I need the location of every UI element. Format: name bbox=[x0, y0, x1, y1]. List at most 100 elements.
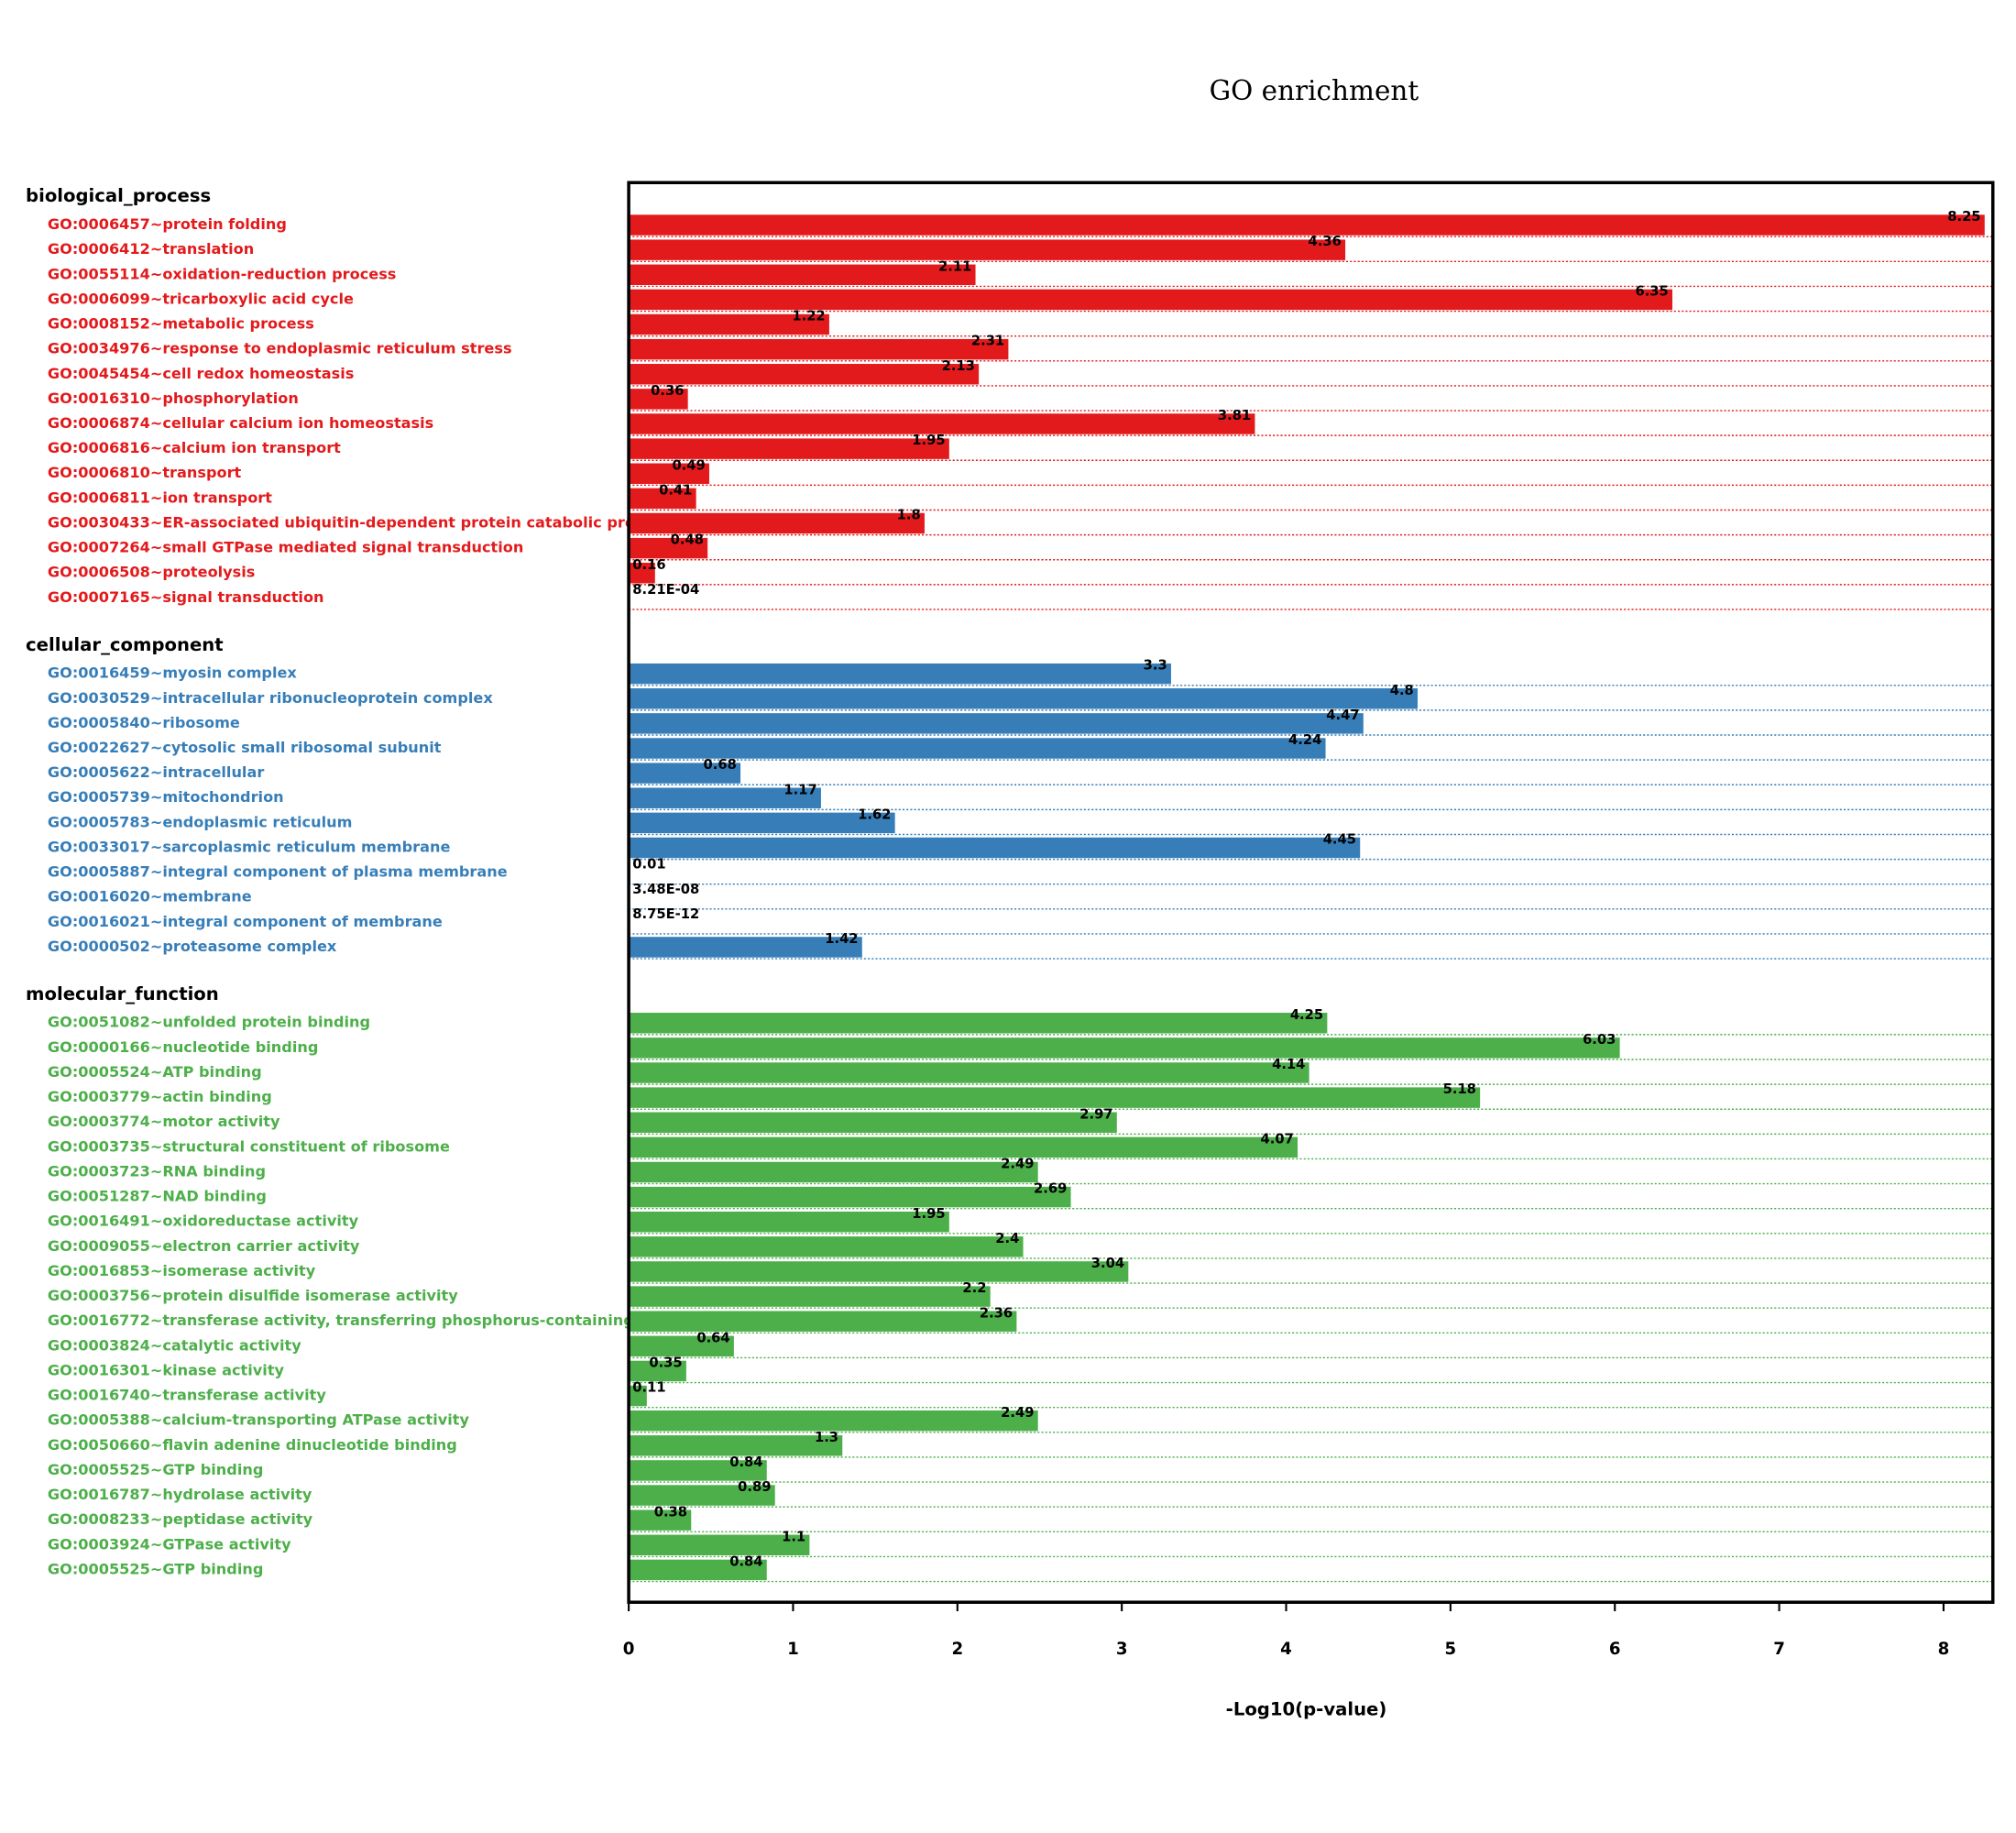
value-label: 4.8 bbox=[1390, 683, 1414, 698]
value-label: 0.16 bbox=[632, 557, 665, 573]
x-tick-label: 8 bbox=[1938, 1640, 1950, 1659]
value-label: 8.21E-04 bbox=[632, 582, 699, 598]
bar bbox=[629, 787, 821, 808]
bar bbox=[629, 1485, 775, 1506]
category-label: GO:0005840~ribosome bbox=[48, 714, 240, 731]
value-label: 6.03 bbox=[1583, 1032, 1616, 1048]
value-label: 3.04 bbox=[1091, 1256, 1124, 1271]
value-label: 3.48E-08 bbox=[632, 882, 699, 897]
value-label: 4.07 bbox=[1261, 1131, 1294, 1147]
value-label: 2.11 bbox=[938, 258, 971, 274]
bar bbox=[629, 338, 1009, 360]
category-label: GO:0003924~GTPase activity bbox=[48, 1535, 291, 1553]
category-label: GO:0016021~integral component of membran… bbox=[48, 913, 443, 930]
bar bbox=[629, 1360, 686, 1382]
bar bbox=[629, 1186, 1071, 1208]
bar bbox=[629, 264, 976, 286]
category-label: GO:0006816~calcium ion transport bbox=[48, 439, 341, 456]
category-label: GO:0005887~integral component of plasma … bbox=[48, 863, 508, 881]
bar bbox=[629, 512, 925, 534]
value-label: 3.3 bbox=[1144, 658, 1167, 674]
category-label: GO:0051287~NAD binding bbox=[48, 1188, 267, 1205]
bar bbox=[629, 713, 1364, 734]
category-label: GO:0016301~kinase activity bbox=[48, 1361, 285, 1378]
bar bbox=[629, 413, 1255, 434]
bar bbox=[629, 313, 829, 335]
category-label: GO:0016853~isomerase activity bbox=[48, 1262, 316, 1279]
bar bbox=[629, 1460, 767, 1481]
category-label: GO:0006811~ion transport bbox=[48, 488, 272, 506]
bar bbox=[629, 688, 1419, 709]
category-label: GO:0016459~myosin complex bbox=[48, 664, 297, 682]
value-label: 8.75E-12 bbox=[632, 906, 699, 922]
value-label: 1.22 bbox=[792, 309, 825, 324]
bar bbox=[629, 438, 949, 459]
value-label: 0.68 bbox=[704, 757, 737, 773]
value-label: 4.24 bbox=[1288, 732, 1321, 748]
category-label: GO:0045454~cell redox homeostasis bbox=[48, 365, 354, 382]
category-label: GO:0016740~transferase activity bbox=[48, 1387, 326, 1404]
category-label: GO:0022627~cytosolic small ribosomal sub… bbox=[48, 739, 442, 756]
category-label: GO:0033017~sarcoplasmic reticulum membra… bbox=[48, 838, 451, 855]
category-label: GO:0007264~small GTPase mediated signal … bbox=[48, 539, 523, 556]
bar bbox=[629, 463, 709, 484]
bar bbox=[629, 389, 688, 410]
bar bbox=[629, 1211, 949, 1233]
bar bbox=[629, 1013, 1328, 1034]
category-label: GO:0016310~phosphorylation bbox=[48, 390, 299, 407]
category-label: GO:0000502~proteasome complex bbox=[48, 938, 337, 955]
value-label: 0.84 bbox=[729, 1454, 762, 1470]
value-label: 2.13 bbox=[942, 358, 975, 374]
bar bbox=[629, 1410, 1038, 1432]
bar bbox=[629, 1136, 1298, 1158]
category-label: GO:0003824~catalytic activity bbox=[48, 1336, 301, 1354]
category-label: GO:0005388~calcium-transporting ATPase a… bbox=[48, 1411, 470, 1429]
category-label: GO:0006099~tricarboxylic acid cycle bbox=[48, 290, 354, 307]
value-label: 2.49 bbox=[1001, 1157, 1034, 1172]
category-label: GO:0016772~transferase activity, transfe… bbox=[48, 1312, 697, 1329]
category-label: GO:0055114~oxidation-reduction process bbox=[48, 265, 396, 282]
bar bbox=[629, 1087, 1481, 1108]
value-label: 4.36 bbox=[1309, 234, 1342, 249]
value-label: 0.89 bbox=[738, 1479, 771, 1495]
category-label: GO:0016491~oxidoreductase activity bbox=[48, 1213, 359, 1230]
group-header: biological_process bbox=[26, 185, 211, 206]
category-label: GO:0016020~membrane bbox=[48, 888, 252, 906]
bar bbox=[629, 289, 1673, 311]
x-axis-label: -Log10(p-value) bbox=[1226, 1699, 1387, 1720]
value-label: 0.01 bbox=[632, 857, 665, 873]
category-label: GO:0034976~response to endoplasmic retic… bbox=[48, 340, 512, 357]
value-label: 0.48 bbox=[671, 532, 704, 548]
value-label: 3.81 bbox=[1218, 408, 1251, 423]
category-label: GO:0008152~metabolic process bbox=[48, 315, 314, 333]
category-label: GO:0003779~actin binding bbox=[48, 1088, 272, 1105]
bar bbox=[629, 837, 1361, 859]
value-label: 2.97 bbox=[1079, 1106, 1112, 1122]
value-label: 1.8 bbox=[897, 508, 921, 523]
value-label: 1.1 bbox=[782, 1529, 805, 1544]
bar bbox=[629, 763, 741, 784]
bar bbox=[629, 1062, 1309, 1083]
value-label: 0.41 bbox=[659, 482, 692, 498]
x-tick-label: 0 bbox=[623, 1640, 635, 1659]
category-label: GO:0008233~peptidase activity bbox=[48, 1510, 313, 1528]
value-label: 0.49 bbox=[672, 457, 705, 473]
category-label: GO:0005783~endoplasmic reticulum bbox=[48, 813, 353, 830]
category-label: GO:0009055~electron carrier activity bbox=[48, 1237, 360, 1255]
bar bbox=[629, 1559, 767, 1581]
value-label: 0.84 bbox=[729, 1553, 762, 1569]
x-tick-label: 7 bbox=[1773, 1640, 1785, 1659]
bar bbox=[629, 1335, 734, 1357]
value-label: 4.47 bbox=[1326, 708, 1359, 723]
category-label: GO:0030433~ER-associated ubiquitin-depen… bbox=[48, 513, 672, 531]
bar bbox=[629, 663, 1171, 685]
value-label: 4.45 bbox=[1323, 832, 1356, 848]
category-label: GO:0005524~ATP binding bbox=[48, 1063, 262, 1081]
chart-title: GO enrichment bbox=[1210, 75, 1419, 106]
value-label: 1.17 bbox=[783, 782, 816, 797]
category-label: GO:0003723~RNA binding bbox=[48, 1162, 266, 1180]
category-label: GO:0051082~unfolded protein binding bbox=[48, 1014, 370, 1031]
value-label: 0.35 bbox=[649, 1356, 682, 1371]
value-label: 0.64 bbox=[696, 1330, 729, 1345]
